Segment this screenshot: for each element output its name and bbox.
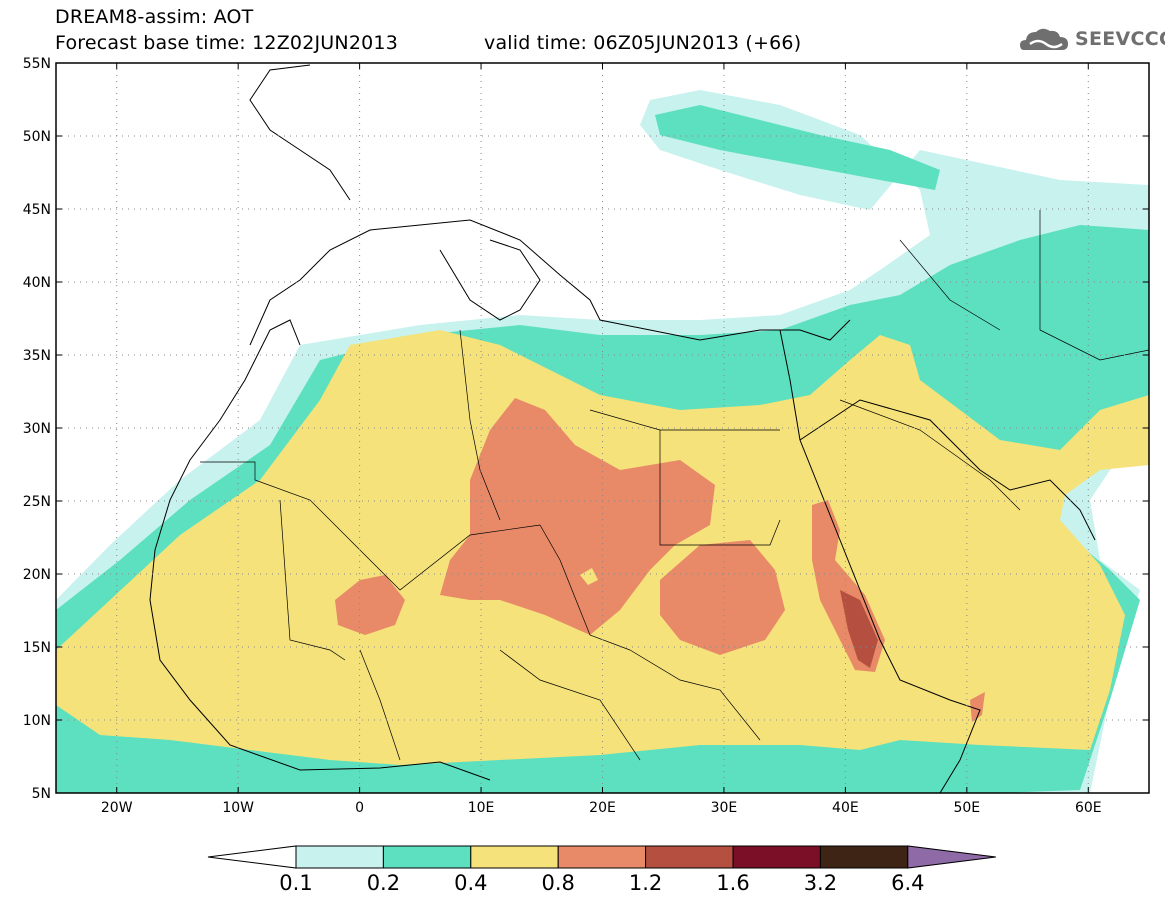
lon-tick-label: 50E bbox=[953, 800, 980, 816]
borders bbox=[200, 210, 1149, 761]
lat-tick-label: 20N bbox=[23, 567, 51, 583]
lat-tick-label: 45N bbox=[23, 202, 51, 218]
lat-tick-label: 30N bbox=[23, 421, 51, 437]
colorbar-arrow-right bbox=[907, 845, 996, 869]
colorbar-label: 1.6 bbox=[716, 871, 750, 895]
lon-tick-label: 20W bbox=[101, 800, 133, 816]
seevccc-logo: SEEVCCC bbox=[1075, 28, 1165, 50]
lon-tick-label: 0 bbox=[355, 800, 364, 816]
lon-tick-label: 20E bbox=[589, 800, 616, 816]
lon-tick-label: 40E bbox=[832, 800, 859, 816]
aot-band-0.8-f bbox=[580, 568, 598, 585]
colorbar-arrow-left bbox=[207, 845, 297, 869]
aot-band-0.2-north bbox=[655, 105, 940, 190]
lon-tick-label: 10W bbox=[222, 800, 254, 816]
colorbar-label: 3.2 bbox=[803, 871, 838, 895]
lat-tick-label: 35N bbox=[23, 348, 51, 364]
lat-tick-label: 15N bbox=[23, 640, 51, 656]
map-grid bbox=[56, 63, 1149, 793]
colorbar-label: 1.2 bbox=[628, 871, 663, 895]
lon-tick-label: 30E bbox=[711, 800, 738, 816]
lat-tick-label: 25N bbox=[23, 494, 51, 510]
colorbar-swatch bbox=[557, 845, 647, 869]
aot-band-0.8-b bbox=[660, 540, 785, 655]
lat-tick-label: 50N bbox=[23, 129, 51, 145]
colorbar-label: 0.2 bbox=[366, 871, 401, 895]
map-title: DREAM8-assim: AOT bbox=[55, 6, 254, 28]
lon-tick-label: 10E bbox=[468, 800, 495, 816]
aot-band-1.2 bbox=[840, 590, 878, 668]
colorbar-swatch bbox=[645, 845, 734, 869]
lat-tick-label: 10N bbox=[23, 713, 51, 729]
aot-band-0.8-e bbox=[970, 692, 985, 722]
colorbar-label: 6.4 bbox=[891, 871, 925, 895]
colorbar-label: 0.4 bbox=[454, 871, 488, 895]
colorbar-swatch bbox=[819, 845, 909, 869]
valid-time: valid time: 06Z05JUN2013 (+66) bbox=[484, 32, 802, 54]
aot-band-0.8-a bbox=[440, 398, 715, 635]
colorbar-swatch bbox=[295, 845, 384, 869]
coastlines bbox=[149, 64, 1096, 793]
colorbar-swatch bbox=[732, 845, 821, 869]
aot-band-0.8-c bbox=[335, 575, 405, 635]
colorbar-swatch bbox=[470, 845, 559, 869]
colorbar bbox=[207, 845, 996, 869]
colorbar-swatch bbox=[382, 845, 472, 869]
cloud-icon bbox=[1020, 28, 1068, 50]
lat-tick-label: 5N bbox=[32, 786, 51, 802]
lat-tick-label: 40N bbox=[23, 275, 51, 291]
colorbar-label: 0.8 bbox=[541, 871, 575, 895]
lon-tick-label: 60E bbox=[1075, 800, 1102, 816]
colorbar-label: 0.1 bbox=[279, 871, 313, 895]
lat-tick-label: 55N bbox=[23, 56, 51, 72]
forecast-base-time: Forecast base time: 12Z02JUN2013 bbox=[55, 32, 398, 54]
